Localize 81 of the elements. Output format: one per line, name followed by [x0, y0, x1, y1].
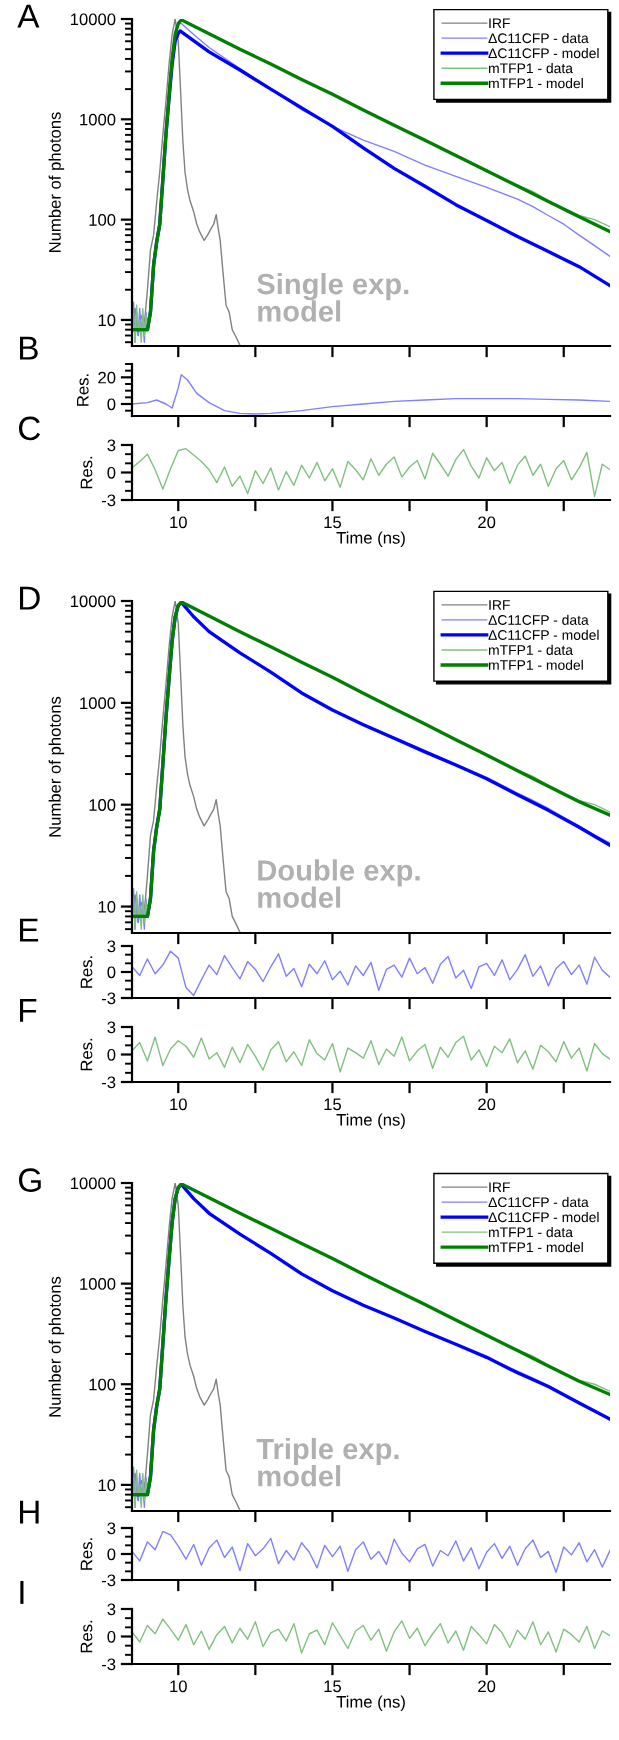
legend-label: mTFP1 - data: [488, 1226, 573, 1238]
legend-label: ΔC11CFP - data: [488, 32, 589, 44]
y-tick-label: 0: [107, 466, 116, 479]
line-series: [132, 1618, 610, 1654]
x-tick-label: 10: [170, 1680, 187, 1693]
y-tick-label: 1000: [80, 1278, 116, 1290]
y-tick-label: 10: [98, 314, 116, 327]
y-tick-label: 0: [107, 1548, 116, 1561]
x-tick-label: 20: [478, 1680, 496, 1693]
y-tick-label: 10000: [70, 13, 116, 26]
line-series: [132, 1035, 610, 1073]
y-axis-title: Res.: [80, 456, 93, 489]
y-tick-label: -3: [101, 1076, 116, 1089]
y-tick-label: 0: [107, 1048, 116, 1061]
legend-label: IRF: [489, 600, 510, 610]
y-tick-label: 3: [107, 1603, 116, 1616]
legend-label: mTFP1 - model: [488, 78, 583, 89]
y-tick-label: 3: [107, 439, 116, 452]
y-tick-label: 3: [107, 940, 116, 953]
y-tick-label: 100: [89, 799, 116, 811]
y-tick-label: 3: [107, 1522, 116, 1535]
chart-title: I: [20, 1580, 24, 1604]
y-tick-label: 10: [98, 1479, 116, 1492]
y-tick-label: 0: [107, 1630, 116, 1643]
y-tick-label: -3: [101, 992, 116, 1005]
chart-title: G: [18, 1168, 41, 1192]
y-axis-title: Number of photons: [48, 1276, 65, 1417]
y-tick-label: 10000: [70, 1177, 116, 1190]
y-axis-title: Res.: [80, 1538, 93, 1570]
legend-label: mTFP1 - data: [488, 644, 573, 655]
x-tick-label: 10: [170, 516, 187, 529]
y-tick-label: 20: [98, 371, 116, 384]
y-tick-label: 100: [89, 214, 116, 226]
chart-title: B: [20, 336, 38, 360]
legend-label: ΔC11CFP - model: [488, 47, 599, 59]
x-tick-label: 20: [478, 1098, 496, 1111]
x-tick-label: 15: [324, 1098, 342, 1111]
y-axis-title: Res.: [80, 1038, 93, 1071]
chart-title: D: [20, 586, 40, 610]
x-tick-label: 15: [324, 516, 342, 529]
y-tick-label: -3: [101, 1574, 116, 1587]
y-tick-label: 3: [107, 1021, 116, 1034]
y-tick-label: 100: [89, 1378, 116, 1391]
y-axis-title: Res.: [77, 374, 89, 406]
legend-label: IRF: [489, 18, 510, 28]
x-tick-label: 10: [170, 1098, 187, 1111]
x-axis-title: Time (ns): [336, 1113, 405, 1130]
y-tick-label: 10: [98, 900, 116, 913]
chart-title: E: [20, 918, 39, 942]
chart-title: A: [17, 4, 40, 28]
y-tick-label: 1000: [80, 697, 116, 710]
legend-label: ΔC11CFP - model: [488, 1211, 599, 1223]
y-tick-label: -3: [101, 1658, 116, 1671]
chart-title: C: [18, 416, 41, 441]
annotation: Triple exp. model: [256, 1437, 399, 1487]
line-series: [132, 447, 610, 498]
y-axis-title: Res.: [80, 1620, 93, 1653]
y-axis-title: Number of photons: [48, 112, 65, 252]
y-tick-label: 0: [107, 966, 116, 979]
legend-label: mTFP1 - data: [488, 63, 573, 74]
y-tick-label: 10000: [70, 595, 116, 608]
legend-label: ΔC11CFP - data: [488, 614, 589, 625]
legend-label: ΔC11CFP - model: [488, 629, 599, 640]
y-axis-title: Number of photons: [48, 696, 65, 837]
legend-label: mTFP1 - model: [488, 1242, 583, 1253]
annotation: Double exp. model: [258, 859, 420, 908]
chart-title: F: [20, 998, 37, 1022]
legend-label: ΔC11CFP - data: [488, 1196, 589, 1208]
y-tick-label: 1000: [80, 113, 116, 126]
chart-title: H: [20, 1500, 39, 1524]
x-tick-label: 15: [324, 1680, 342, 1693]
y-tick-label: -3: [101, 494, 116, 507]
x-axis-title: Time (ns): [336, 531, 405, 548]
legend-label: mTFP1 - model: [488, 659, 583, 670]
legend-label: IRF: [489, 1182, 510, 1192]
x-axis-title: Time (ns): [336, 1695, 405, 1712]
x-tick-label: 20: [478, 516, 496, 529]
line-series: [132, 1530, 610, 1573]
annotation: Single exp. model: [257, 272, 409, 322]
y-axis-title: Res.: [80, 956, 93, 988]
y-tick-label: 0: [107, 398, 116, 411]
